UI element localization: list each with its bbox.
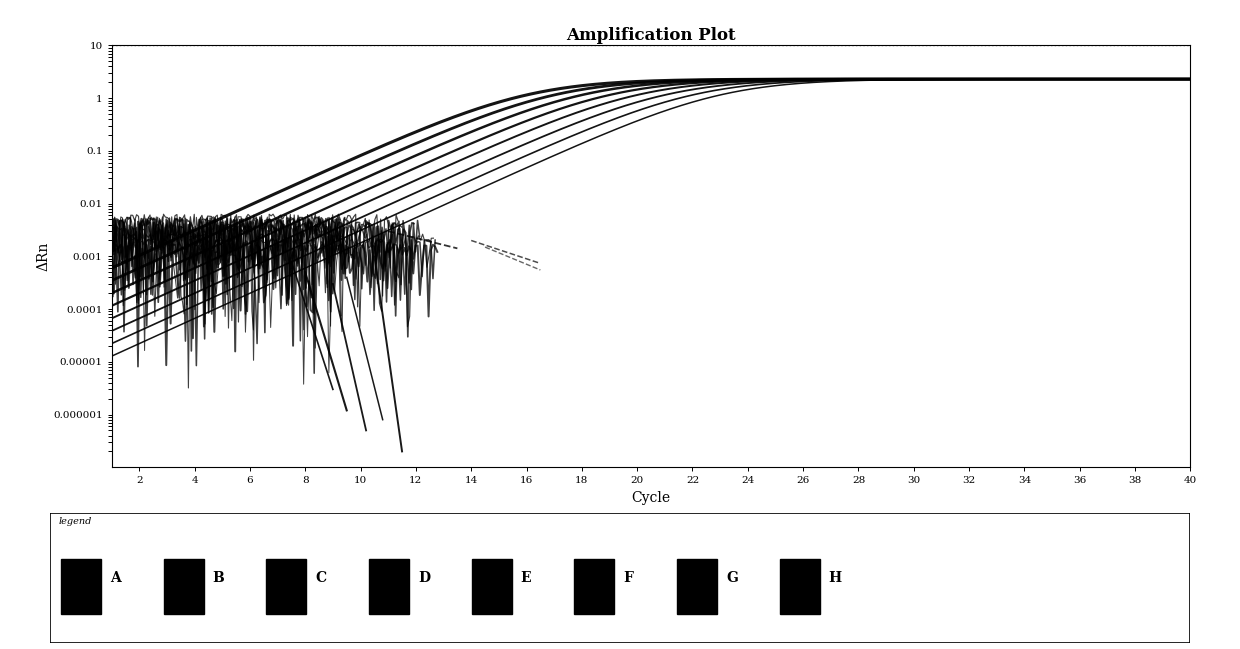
Bar [677, 559, 717, 614]
Bar [574, 559, 614, 614]
Bar [370, 559, 409, 614]
Bar [164, 559, 203, 614]
Bar [471, 559, 512, 614]
Bar [780, 559, 820, 614]
Text: D: D [418, 570, 430, 585]
Text: H: H [828, 570, 842, 585]
Title: Amplification Plot: Amplification Plot [567, 27, 735, 44]
Text: F: F [624, 570, 634, 585]
Text: B: B [213, 570, 224, 585]
Bar [61, 559, 100, 614]
FancyBboxPatch shape [50, 513, 1190, 643]
X-axis label: Cycle: Cycle [631, 491, 671, 505]
Text: A: A [110, 570, 120, 585]
Y-axis label: ΔRn: ΔRn [36, 241, 50, 271]
Text: G: G [727, 570, 738, 585]
Text: C: C [315, 570, 326, 585]
Text: E: E [521, 570, 532, 585]
Text: legend: legend [58, 517, 92, 526]
Bar [267, 559, 306, 614]
